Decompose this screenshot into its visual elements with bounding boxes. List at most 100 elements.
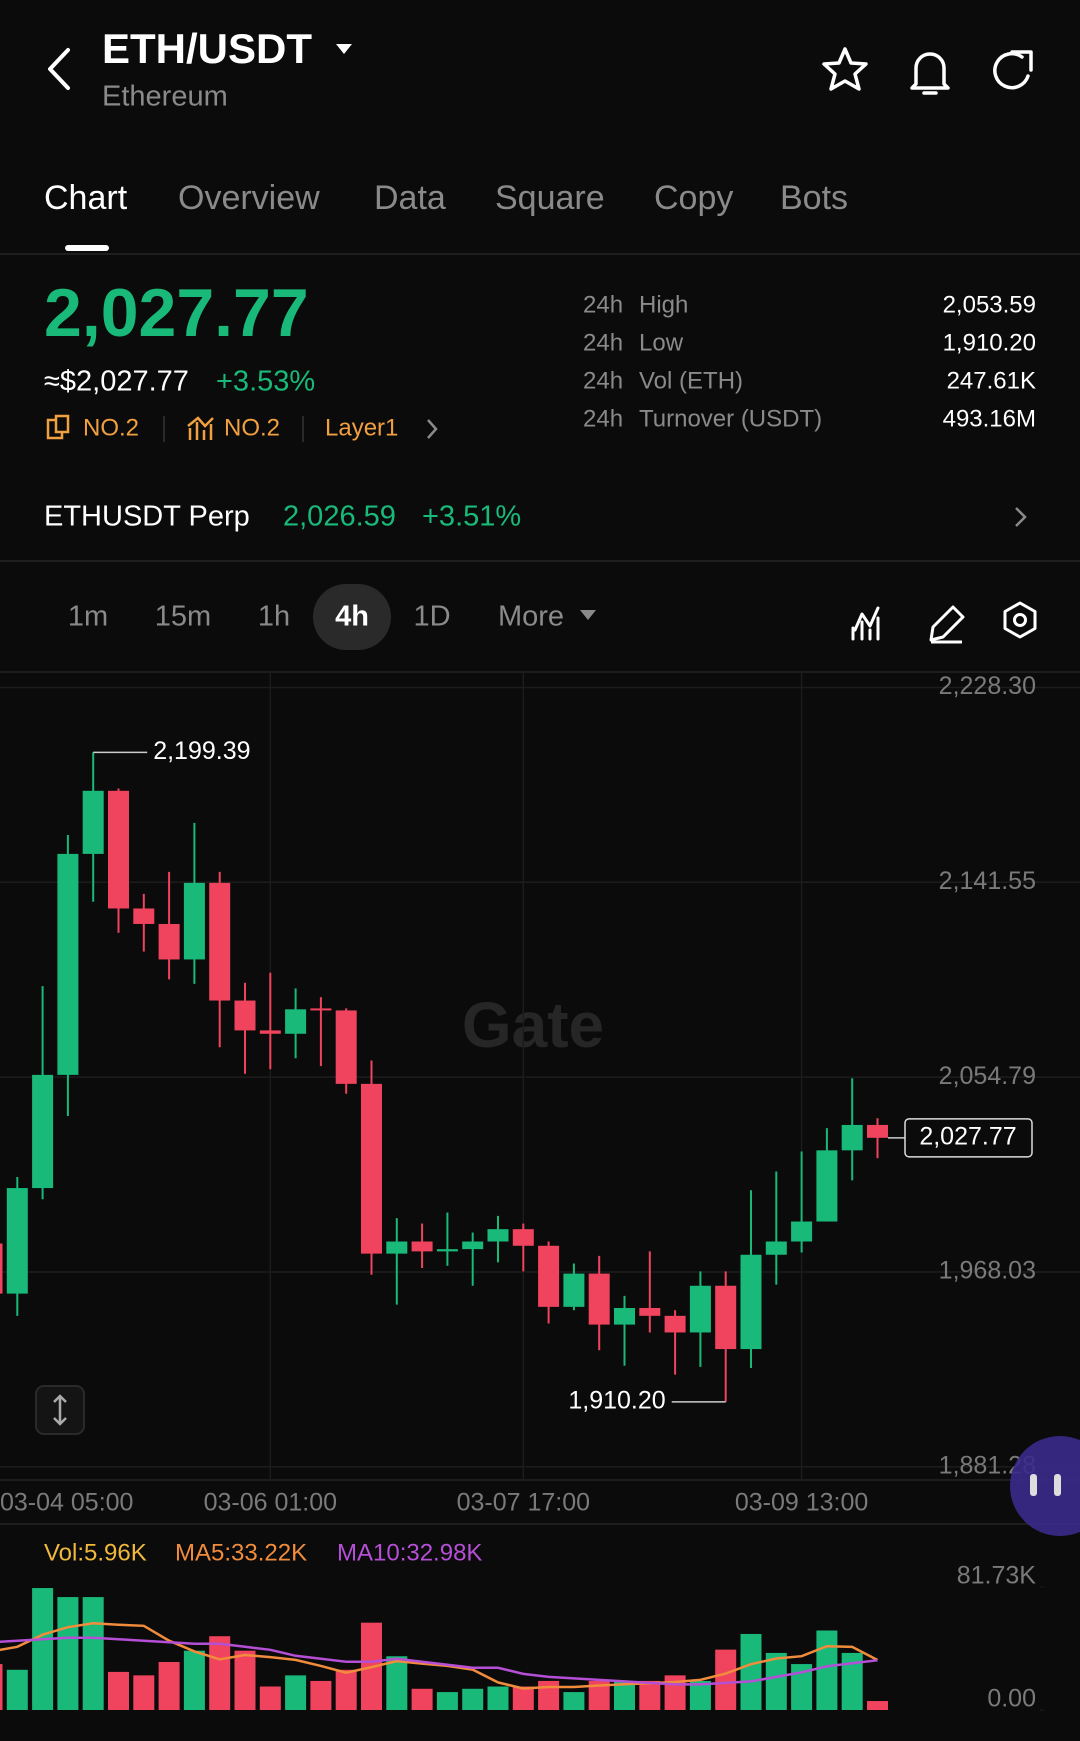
timeframe[interactable]: 4h <box>335 601 369 633</box>
tab[interactable]: Chart <box>44 179 128 217</box>
volume-bar <box>740 1633 762 1710</box>
stat-value: 493.16M <box>943 405 1036 432</box>
candle-body <box>512 1229 534 1246</box>
rank-icon <box>54 414 70 434</box>
volume-bar <box>0 1664 3 1710</box>
candle-body <box>715 1285 737 1350</box>
tab[interactable]: Square <box>495 179 605 217</box>
candle-body <box>841 1124 863 1151</box>
more-dropdown[interactable] <box>580 610 596 620</box>
refresh-icon[interactable] <box>993 50 1033 90</box>
candle-body <box>6 1188 28 1294</box>
draw-icon[interactable] <box>929 605 965 644</box>
settings-icon[interactable] <box>1003 601 1037 639</box>
candle-body <box>234 1000 256 1031</box>
tag[interactable]: NO.2 <box>83 414 139 441</box>
stat-label: Low <box>639 329 684 356</box>
low-marker-label: 1,910.20 <box>568 1386 665 1414</box>
tag[interactable]: NO.2 <box>224 414 280 441</box>
volume-bar <box>183 1650 205 1710</box>
stat-period: 24h <box>583 291 623 318</box>
volume-bar <box>689 1680 711 1710</box>
settings-icon[interactable] <box>1013 613 1027 627</box>
back-button[interactable] <box>48 48 70 90</box>
volume-bar <box>816 1630 838 1710</box>
y-tick-label: 81.73K <box>957 1562 1037 1590</box>
watermark: Gate <box>462 989 604 1061</box>
volume-legend: Vol:5.96K <box>44 1539 147 1566</box>
alert-icon[interactable] <box>910 52 950 95</box>
x-tick-label: 03-04 05:00 <box>0 1489 133 1517</box>
y-tick-label: 0.00 <box>987 1685 1036 1713</box>
candle-body <box>791 1221 813 1242</box>
y-tick-label: 2,228.30 <box>939 672 1036 700</box>
candles <box>0 752 888 1402</box>
volume-bar <box>285 1675 307 1710</box>
volume-bar <box>310 1680 332 1710</box>
candle-body <box>740 1254 762 1350</box>
timeframe[interactable]: More <box>498 601 564 633</box>
floating-button-icon[interactable] <box>1054 1474 1061 1496</box>
floating-button[interactable] <box>1010 1436 1080 1536</box>
tab[interactable]: Data <box>374 179 446 217</box>
tab-bar: Chart Overview Data Square Copy Bots <box>44 179 848 217</box>
volume-bar <box>765 1652 787 1710</box>
volume-bar <box>335 1669 357 1710</box>
timeframe[interactable]: 1h <box>258 601 290 633</box>
stat-value: 1,910.20 <box>943 329 1036 356</box>
candle-body <box>57 853 79 1075</box>
stat-period: 24h <box>583 329 623 356</box>
candle-body <box>588 1273 610 1325</box>
volume-bar <box>209 1636 231 1710</box>
perp-change: +3.51% <box>422 501 521 533</box>
candle-body <box>487 1229 509 1242</box>
active-tab-indicator <box>65 245 109 251</box>
scale-toggle-icon[interactable] <box>53 1394 67 1426</box>
volume-legend: MA5:33.22K <box>175 1539 307 1566</box>
tab[interactable]: Overview <box>178 179 320 217</box>
tab[interactable]: Copy <box>654 179 733 217</box>
candle-body <box>664 1315 686 1333</box>
volume-bar <box>639 1680 661 1710</box>
volume-bar <box>867 1701 888 1710</box>
tab[interactable]: Bots <box>780 179 848 217</box>
volume-bar <box>386 1656 408 1710</box>
timeframe[interactable]: 1m <box>68 601 108 633</box>
candle-body <box>0 1243 3 1294</box>
candle-body <box>310 1008 332 1011</box>
last-price: 2,027.77 <box>44 275 309 351</box>
volume-bar <box>82 1597 104 1710</box>
last-price-label: 2,027.77 <box>919 1122 1016 1150</box>
stat-label: Vol (ETH) <box>639 367 743 394</box>
stat-label: Turnover (USDT) <box>639 405 822 432</box>
stat-label: High <box>639 291 688 318</box>
floating-button-icon[interactable] <box>1030 1474 1037 1496</box>
volume-bar <box>411 1688 433 1710</box>
volume-bar <box>108 1671 129 1710</box>
volume-bar <box>512 1686 534 1710</box>
volume-bar <box>133 1675 155 1710</box>
perp-name[interactable]: ETHUSDT Perp <box>44 501 250 533</box>
candle-body <box>436 1249 458 1252</box>
candle-body <box>32 1074 54 1189</box>
timeframe[interactable]: 15m <box>155 601 211 633</box>
chevron[interactable] <box>427 419 438 439</box>
usd-price: ≈$2,027.77 <box>44 366 189 398</box>
stat-period: 24h <box>583 405 623 432</box>
indicator-icon[interactable] <box>851 606 880 641</box>
candle-body <box>82 790 104 854</box>
favorite-icon[interactable] <box>822 47 868 91</box>
y-tick-label: 1,968.03 <box>939 1257 1036 1285</box>
pair-dropdown[interactable] <box>336 44 352 54</box>
candle-body <box>335 1010 357 1084</box>
volume-bar <box>462 1688 484 1710</box>
chevron[interactable] <box>1015 507 1027 527</box>
volume-bar <box>32 1588 54 1710</box>
ma-line <box>0 1622 879 1690</box>
pair-title[interactable]: ETH/USDT <box>102 25 312 72</box>
timeframe[interactable]: 1D <box>413 601 450 633</box>
volume-chart: Vol:5.96K MA5:33.22K MA10:32.98K 81.73K 0.00 <box>0 1539 1044 1713</box>
high-marker-label: 2,199.39 <box>153 737 250 765</box>
tag[interactable]: Layer1 <box>325 414 398 441</box>
x-tick-label: 03-07 17:00 <box>457 1489 590 1517</box>
